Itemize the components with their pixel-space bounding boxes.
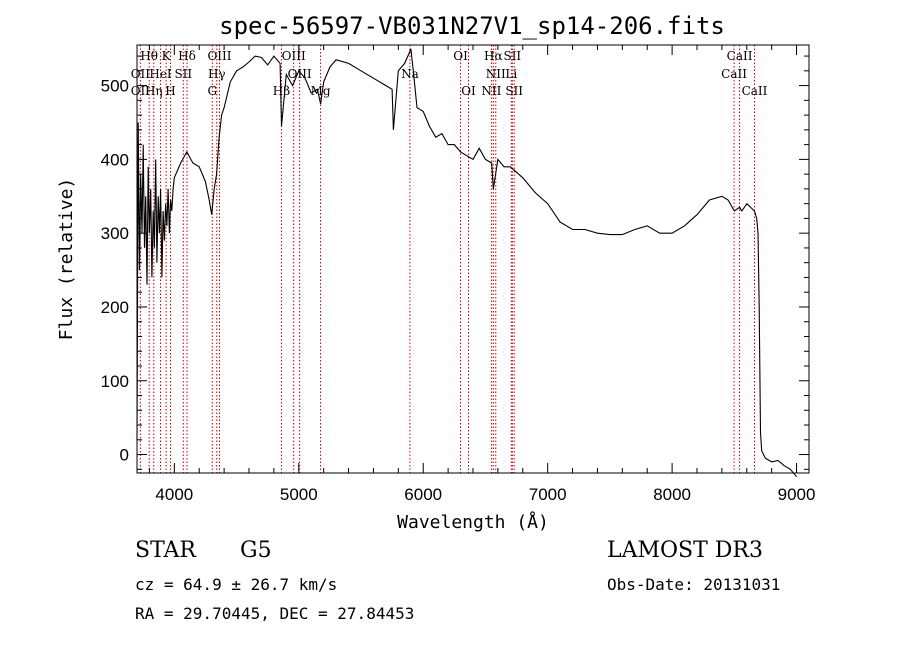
x-tick-label: 4000	[155, 485, 193, 504]
coordinates: RA = 29.70445, DEC = 27.84453	[135, 604, 415, 623]
y-tick-label: 300	[101, 224, 129, 243]
line-marker-label: SII	[503, 49, 521, 63]
survey-name: LAMOST DR3	[607, 538, 763, 563]
x-tick-label: 6000	[404, 485, 442, 504]
y-tick-label: 500	[101, 77, 129, 96]
line-marker-label: OIII	[207, 49, 231, 63]
line-marker-label: K	[162, 49, 172, 63]
line-marker-label: OIII	[282, 49, 306, 63]
line-marker-label: CaII	[742, 84, 768, 98]
spectrum-line	[136, 48, 798, 478]
line-marker-label: SII	[505, 84, 523, 98]
y-tick-labels: 0 100 200 300 400 500	[101, 77, 129, 465]
axis-ticks	[137, 45, 809, 473]
line-marker-label: Li	[505, 67, 517, 81]
line-marker-label: CaII	[727, 49, 753, 63]
y-tick-label: 100	[101, 372, 129, 391]
line-marker-label: CaII	[721, 67, 747, 81]
line-marker-label: Hγ	[208, 67, 226, 81]
line-marker-label: OII	[131, 67, 151, 81]
x-tick-label: 8000	[653, 485, 691, 504]
line-markers	[139, 45, 755, 473]
y-tick-label: 0	[120, 446, 129, 465]
line-marker-label: Mg	[311, 84, 331, 98]
redshift-velocity: cz = 64.9 ± 26.7 km/s	[135, 575, 338, 594]
object-subclass: G5	[240, 538, 272, 563]
line-marker-label: Hα	[484, 49, 503, 63]
x-tick-label: 9000	[778, 485, 816, 504]
line-marker-label: Hθ	[140, 49, 158, 63]
y-axis-label: Flux (relative)	[56, 178, 77, 341]
x-tick-label: 5000	[280, 485, 318, 504]
line-marker-label: OI	[461, 84, 476, 98]
plot-frame	[136, 44, 810, 474]
line-marker-label: OIII	[288, 67, 312, 81]
observation-date: Obs-Date: 20131031	[607, 575, 781, 594]
y-tick-label: 400	[101, 150, 129, 169]
x-tick-label: 7000	[529, 485, 567, 504]
line-marker-label: Hβ	[273, 84, 290, 98]
line-marker-label: Hη	[145, 84, 163, 98]
line-marker-label: OI	[453, 49, 468, 63]
line-marker-label: NII	[486, 67, 506, 81]
line-marker-label: Na	[401, 67, 419, 81]
chart-title: spec-56597-VB031N27V1_sp14-206.fits	[219, 12, 725, 40]
line-marker-label: H	[165, 84, 175, 98]
line-marker-label: G	[207, 84, 217, 98]
line-marker-label: Hδ	[178, 49, 196, 63]
x-tick-labels: 4000 5000 6000 7000 8000 9000	[155, 485, 815, 504]
line-marker-label: OII	[131, 84, 151, 98]
line-marker-label: NII	[481, 84, 501, 98]
line-marker-label: SII	[174, 67, 192, 81]
line-marker-labels: HθOIIOIIHηHeIKHSIIHδGHγOIIIHβOIIIOIIIMgN…	[131, 49, 768, 98]
line-marker-label: HeI	[149, 67, 172, 81]
object-class: STAR	[135, 538, 196, 563]
y-tick-label: 200	[101, 298, 129, 317]
x-axis-label: Wavelength (Å)	[397, 511, 549, 533]
